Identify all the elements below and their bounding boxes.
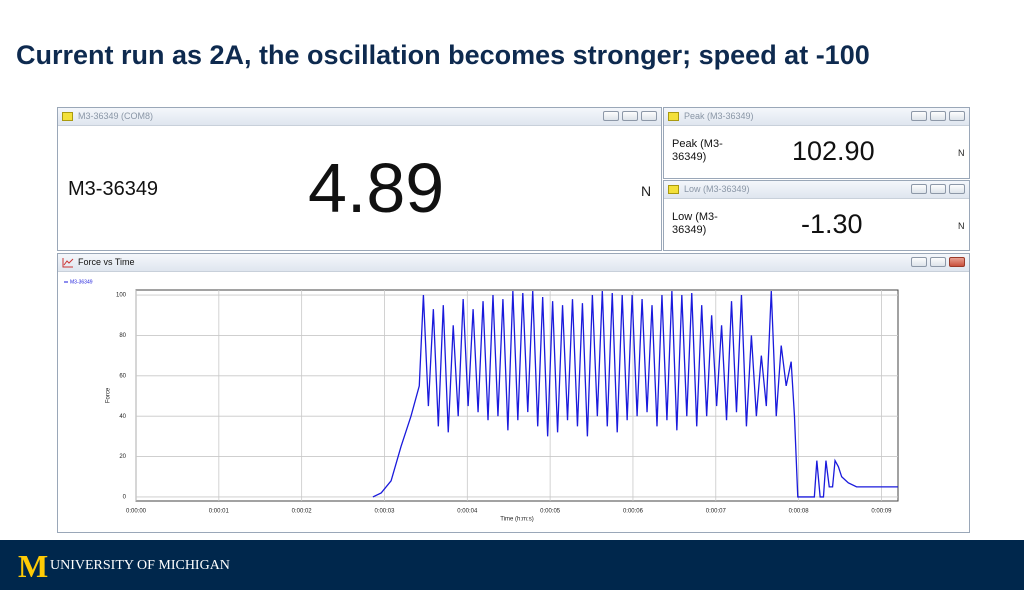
chart-icon: [62, 258, 74, 268]
x-tick-label: 0:00:03: [374, 509, 395, 515]
x-tick-label: 0:00:08: [789, 509, 810, 515]
title-bar: Force vs Time: [58, 254, 969, 272]
y-tick-label: 0: [123, 495, 127, 501]
window-title: Low (M3-36349): [684, 184, 750, 194]
legend-label: M3-36349: [70, 279, 93, 285]
y-tick-label: 80: [119, 333, 126, 339]
y-tick-label: 60: [119, 373, 126, 379]
y-axis-label: Force: [106, 387, 112, 403]
x-tick-label: 0:00:06: [623, 509, 644, 515]
display-label: M3-36349: [68, 178, 159, 200]
peak-window: Peak (M3-36349) Peak (M3-36349) 102.90 N: [663, 107, 970, 179]
x-tick-label: 0:00:05: [540, 509, 561, 515]
title-bar: M3-36349 (COM8): [58, 108, 661, 126]
title-bar: Peak (M3-36349): [664, 108, 969, 126]
x-tick-label: 0:00:01: [209, 509, 230, 515]
logo: M: [18, 548, 49, 584]
main-window: M3-36349 (COM8) M3-36349 4.89 N: [57, 107, 662, 251]
display-value: 4.89: [308, 149, 445, 227]
slide-title: Current run as 2A, the oscillation becom…: [16, 40, 870, 70]
display-value: -1.30: [801, 209, 863, 239]
x-tick-label: 0:00:00: [126, 509, 147, 515]
display-label: Peak (M3-36349): [672, 138, 723, 163]
display-unit: N: [958, 221, 965, 231]
low-window: Low (M3-36349) Low (M3-36349) -1.30 N: [663, 180, 970, 251]
footer: M UNIVERSITY OF MICHIGAN: [0, 540, 1024, 590]
title-bar: Low (M3-36349): [664, 181, 969, 199]
window-title: M3-36349 (COM8): [78, 111, 154, 121]
x-tick-label: 0:00:02: [292, 509, 313, 515]
x-axis-label: Time (h:m:s): [500, 517, 533, 523]
x-tick-label: 0:00:09: [871, 509, 892, 515]
y-tick-label: 100: [116, 293, 127, 299]
chart-title: Force vs Time: [78, 257, 135, 267]
footer-text: UNIVERSITY OF MICHIGAN: [50, 558, 230, 573]
display-label: Low (M3-36349): [672, 211, 718, 236]
y-tick-label: 40: [119, 414, 126, 420]
display-value: 102.90: [792, 136, 875, 166]
x-tick-label: 0:00:07: [706, 509, 727, 515]
chart-window: Force vs Time 0 20 40 60 80 100 0:00:00 0:00:01…: [57, 253, 970, 533]
chart: 0 20 40 60 80 100 0:00:00 0:00:01 0:00:02 0:00:03…: [64, 279, 899, 523]
display-unit: N: [641, 183, 652, 199]
y-tick-label: 20: [119, 454, 126, 460]
window-title: Peak (M3-36349): [684, 111, 754, 121]
display-unit: N: [958, 148, 965, 158]
x-tick-label: 0:00:04: [457, 509, 478, 515]
data-line: [372, 290, 898, 498]
